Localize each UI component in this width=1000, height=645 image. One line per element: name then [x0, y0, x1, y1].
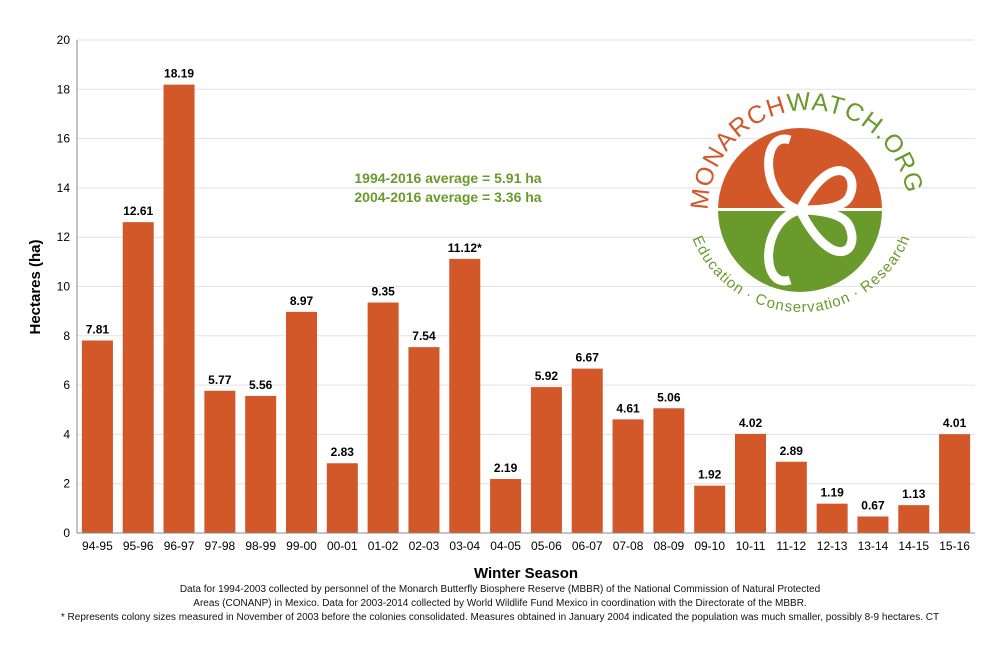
bar-05-06: [530, 387, 562, 533]
y-tick-label: 6: [63, 378, 70, 392]
data-label: 0.67: [861, 498, 885, 512]
x-tick-label: 96-97: [164, 539, 195, 553]
x-tick-label: 03-04: [449, 539, 480, 553]
data-label: 4.61: [616, 401, 640, 415]
data-label: 7.54: [412, 329, 436, 343]
x-tick-label: 07-08: [613, 539, 644, 553]
footnote-1: Data for 1994-2003 collected by personne…: [179, 584, 821, 595]
bar-06-07: [571, 368, 603, 533]
x-tick-label: 13-14: [858, 539, 889, 553]
bar-04-05: [490, 479, 522, 533]
bar-96-97: [163, 84, 195, 533]
y-tick-label: 10: [57, 280, 71, 294]
bar-95-96: [122, 222, 154, 533]
bar-97-98: [204, 390, 236, 533]
x-tick-label: 97-98: [205, 539, 236, 553]
annotation-avg-2004: 2004-2016 average = 3.36 ha: [354, 189, 541, 205]
bar-99-00: [285, 311, 318, 533]
x-tick-label: 04-05: [490, 539, 521, 553]
data-label: 1.92: [698, 468, 722, 482]
x-tick-label: 09-10: [694, 539, 725, 553]
bar-15-16: [939, 434, 971, 533]
x-tick-label: 01-02: [368, 539, 399, 553]
data-label: 5.06: [657, 390, 681, 404]
x-tick-label: 00-01: [327, 539, 358, 553]
x-tick-label: 11-12: [776, 539, 806, 553]
x-tick-label: 94-95: [82, 539, 113, 553]
x-tick-label: 05-06: [531, 539, 562, 553]
y-tick-label: 16: [57, 132, 71, 146]
x-tick-label: 06-07: [572, 539, 603, 553]
data-label: 5.92: [535, 369, 559, 383]
bar-01-02: [367, 302, 399, 533]
bar-13-14: [857, 516, 889, 533]
y-tick-label: 4: [63, 427, 70, 441]
bar-03-04: [449, 258, 481, 533]
data-label: 4.01: [943, 416, 967, 430]
y-tick-label: 12: [57, 230, 71, 244]
x-tick-label: 99-00: [286, 539, 317, 553]
data-label: 7.81: [86, 322, 110, 336]
data-label: 1.19: [820, 486, 844, 500]
bar-98-99: [245, 395, 277, 533]
y-tick-label: 14: [57, 181, 71, 195]
data-label: 2.19: [494, 461, 518, 475]
data-label: 9.35: [371, 285, 395, 299]
bar-12-13: [816, 503, 848, 533]
data-label: 1.13: [902, 487, 926, 501]
data-label: 5.56: [249, 378, 273, 392]
bar-07-08: [612, 419, 644, 533]
footnote-2: Areas (CONANP) in Mexico. Data for 2003-…: [193, 598, 807, 609]
data-label: 2.83: [331, 445, 355, 459]
y-tick-label: 18: [57, 82, 71, 96]
data-label: 2.89: [780, 444, 804, 458]
data-label: 18.19: [164, 67, 194, 81]
y-tick-label: 20: [57, 33, 71, 47]
bar-08-09: [653, 408, 685, 533]
x-tick-label: 98-99: [245, 539, 276, 553]
x-tick-label: 02-03: [409, 539, 440, 553]
y-axis-label: Hectares (ha): [27, 239, 44, 334]
x-axis-label: Winter Season: [474, 565, 578, 582]
y-tick-label: 0: [63, 526, 70, 540]
x-tick-label: 12-13: [817, 539, 848, 553]
data-label: 8.97: [290, 294, 314, 308]
bar-00-01: [326, 463, 358, 533]
data-label: 4.02: [739, 416, 763, 430]
bar-14-15: [898, 505, 930, 533]
annotation-avg-1994: 1994-2016 average = 5.91 ha: [354, 170, 541, 186]
data-label: 12.61: [123, 204, 153, 218]
bar-02-03: [408, 347, 440, 533]
bar-11-12: [775, 461, 807, 533]
monarch-watch-logo: MONARCHWATCH.ORG Education · Conservatio…: [686, 87, 928, 316]
x-tick-label: 08-09: [654, 539, 685, 553]
x-tick-label: 95-96: [123, 539, 154, 553]
x-tick-label: 15-16: [939, 539, 970, 553]
data-label: 11.12*: [448, 241, 482, 255]
bar-94-95: [81, 340, 113, 533]
data-label: 6.67: [576, 351, 600, 365]
bar-10-11: [734, 433, 767, 533]
bar-09-10: [694, 485, 726, 533]
footnote-3: * Represents colony sizes measured in No…: [60, 612, 940, 623]
x-tick-label: 10-11: [736, 539, 766, 553]
x-tick-label: 14-15: [898, 539, 929, 553]
data-label: 5.77: [208, 373, 232, 387]
y-tick-label: 8: [63, 329, 70, 343]
y-tick-label: 2: [63, 477, 70, 491]
